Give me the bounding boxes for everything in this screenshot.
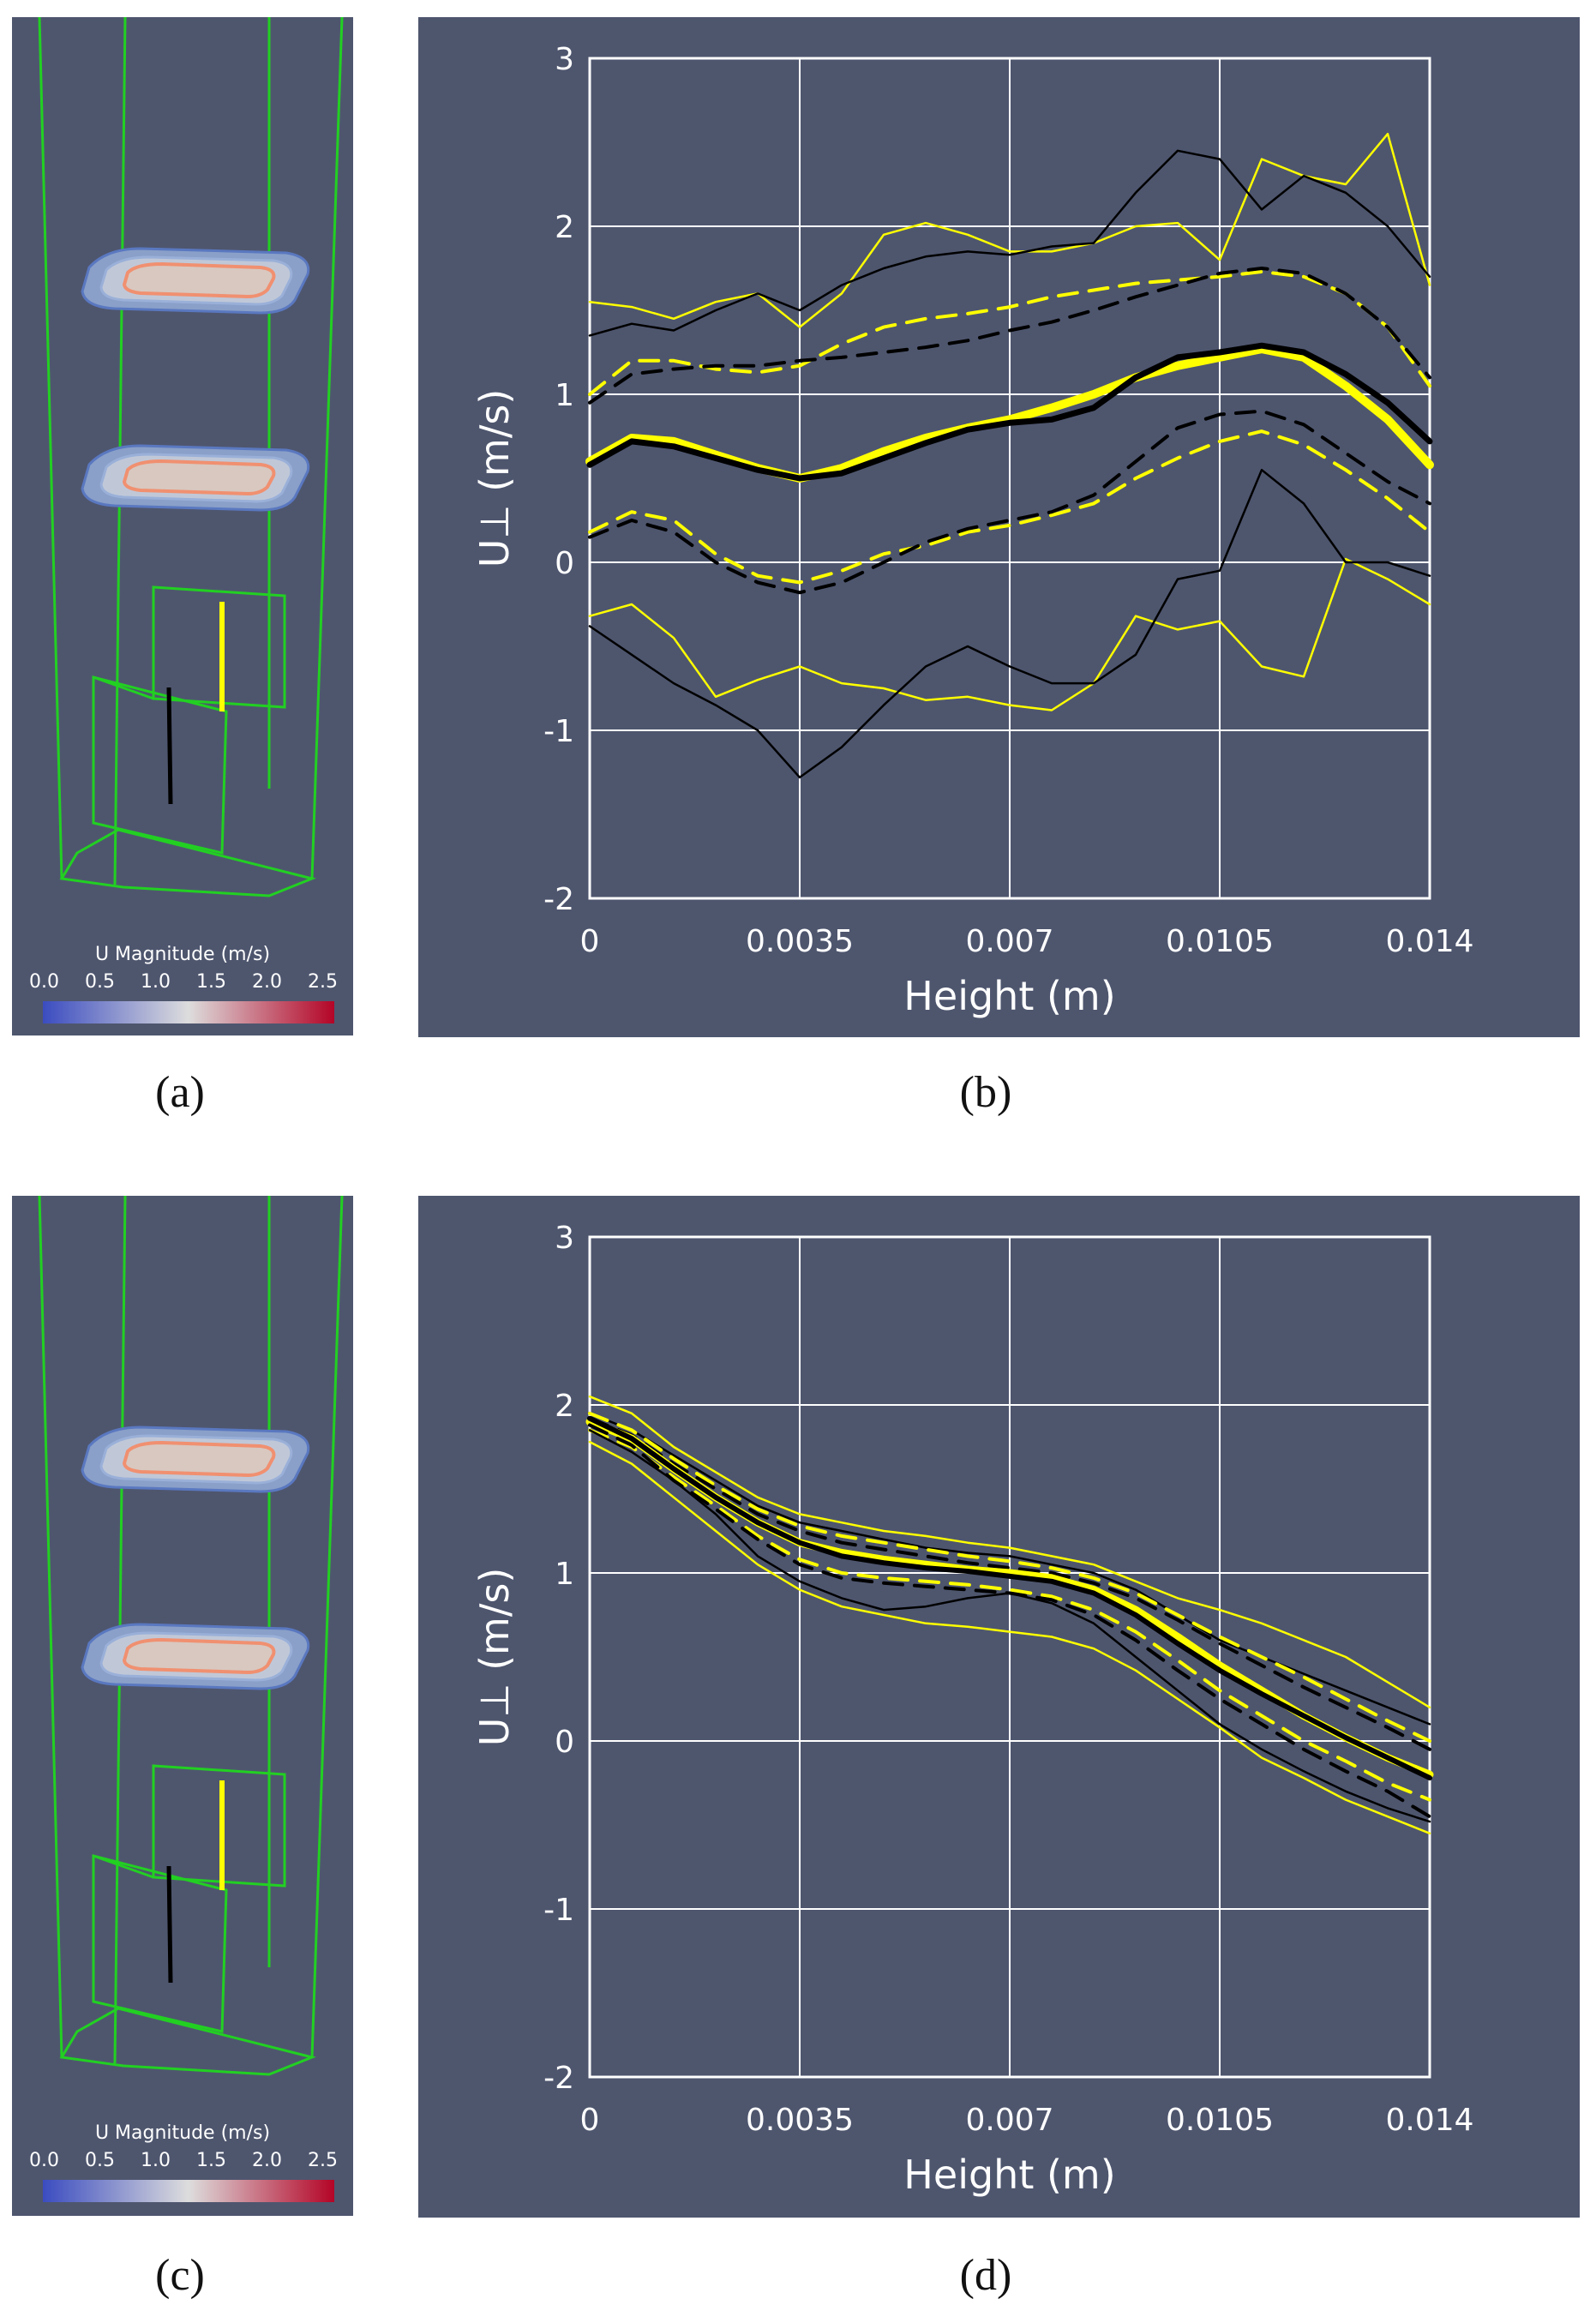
- chart-d: 0 0.0035 0.007 0.0105 0.014 3 2 1 0 -1 -2 Height (m…: [471, 1221, 1474, 2198]
- colorbar-tick: 2.0: [252, 2150, 282, 2171]
- series-line-yellow-max: [588, 1395, 1431, 1709]
- series-line-black-sd: [588, 1416, 1431, 1751]
- series-line-yellow-sd: [588, 1411, 1431, 1743]
- series-line-yellow-sd: [588, 269, 1431, 396]
- x-tick-label: 0.0035: [746, 924, 854, 959]
- caption-a: (a): [155, 1068, 205, 1117]
- contour-slice-upper: [81, 1426, 310, 1493]
- series-line-yellow-max: [588, 132, 1431, 328]
- y-tick-label: -1: [543, 1893, 574, 1928]
- x-tick-label: 0.014: [1385, 2103, 1473, 2138]
- y-tick-label: -2: [543, 882, 574, 917]
- x-tick-label: 0.0035: [746, 2103, 854, 2138]
- y-tick-label: 0: [555, 546, 574, 581]
- panel-a-3d-view: U Magnitude (m/s) 0.0 0.5 1.0 1.5 2.0 2.…: [12, 17, 353, 1035]
- colorbar-tick: 1.0: [141, 971, 171, 993]
- series-line-yellow-sd: [588, 1428, 1431, 1802]
- x-tick-label: 0.0105: [1166, 2103, 1274, 2138]
- series-line-black-sd: [588, 409, 1431, 595]
- contour-slice-upper: [81, 247, 310, 315]
- series-line-yellow-min: [588, 1440, 1431, 1835]
- series-line-black-min: [588, 468, 1431, 779]
- x-tick-label: 0.007: [965, 924, 1053, 959]
- series-line-yellow-min: [588, 557, 1431, 711]
- caption-b: (b): [959, 1068, 1012, 1117]
- x-tick-label: 0.014: [1385, 924, 1473, 959]
- x-tick-label: 0.007: [965, 2103, 1053, 2138]
- series-line-black-mean: [587, 1415, 1432, 1781]
- y-tick-label: 1: [555, 378, 574, 413]
- y-tick-label: -2: [543, 2061, 574, 2096]
- y-tick-label: 2: [555, 1389, 574, 1424]
- colorbar-ticks: 0.0 0.5 1.0 1.5 2.0 2.5: [29, 2150, 338, 2171]
- colorbar-title: U Magnitude (m/s): [95, 944, 270, 965]
- y-tick-label: 1: [555, 1557, 574, 1592]
- colorbar-tick: 1.0: [141, 2150, 171, 2171]
- y-tick-label: 2: [555, 210, 574, 245]
- contour-slice-lower: [81, 1623, 310, 1690]
- y-tick-label: -1: [543, 714, 574, 749]
- y-tick-label: 3: [555, 42, 574, 77]
- colorbar-tick: 0.0: [29, 2150, 59, 2171]
- contour-slice-lower: [81, 444, 310, 512]
- series-line-black-max: [588, 149, 1431, 337]
- colorbar-tick: 1.5: [196, 2150, 226, 2171]
- y-axis-label: U⊥ (m/s): [471, 389, 518, 568]
- series-line-black-mean: [586, 342, 1433, 482]
- view-a-svg: U Magnitude (m/s) 0.0 0.5 1.0 1.5 2.0 2.…: [29, 17, 344, 1023]
- colorbar-tick: 0.0: [29, 971, 59, 993]
- series-line-black-sd: [588, 267, 1431, 405]
- x-tick-label: 0: [580, 2103, 600, 2138]
- probe-line-black: [166, 687, 173, 805]
- domain-wireframe: [38, 17, 344, 897]
- series-line-black-min: [588, 1429, 1431, 1823]
- series-line-black-max: [588, 1412, 1431, 1726]
- panel-d-plot: 0 0.0035 0.007 0.0105 0.014 3 2 1 0 -1 -2 Height (m…: [418, 1196, 1580, 2218]
- y-axis-label: U⊥ (m/s): [471, 1568, 518, 1747]
- x-axis-label: Height (m): [903, 2152, 1115, 2198]
- x-tick-label: 0: [580, 924, 600, 959]
- colorbar-ticks: 0.0 0.5 1.0 1.5 2.0 2.5: [29, 971, 338, 993]
- caption-c: (c): [155, 2251, 205, 2300]
- colorbar-tick: 0.5: [85, 971, 115, 993]
- probe-line-black: [166, 1865, 173, 1984]
- y-tick-label: 3: [555, 1221, 574, 1256]
- colorbar: [43, 1001, 334, 1023]
- colorbar-title: U Magnitude (m/s): [95, 2122, 270, 2144]
- panel-c-3d-view: U Magnitude (m/s) 0.0 0.5 1.0 1.5 2.0 2.…: [12, 1196, 353, 2216]
- colorbar-tick: 1.5: [196, 971, 226, 993]
- colorbar-tick: 2.0: [252, 971, 282, 993]
- y-tick-label: 0: [555, 1725, 574, 1760]
- caption-d: (d): [959, 2251, 1012, 2300]
- x-axis-label: Height (m): [903, 973, 1115, 1019]
- colorbar-tick: 2.5: [308, 2150, 338, 2171]
- series-line-yellow-sd: [588, 429, 1431, 585]
- chart-b: 0 0.0035 0.007 0.0105 0.014 3 2 1 0 -1 -2 Height (m…: [471, 42, 1474, 1019]
- x-tick-label: 0.0105: [1166, 924, 1274, 959]
- panel-b-plot: 0 0.0035 0.007 0.0105 0.014 3 2 1 0 -1 -2 Height (m…: [418, 17, 1580, 1037]
- colorbar-tick: 2.5: [308, 971, 338, 993]
- colorbar: [43, 2180, 334, 2202]
- colorbar-tick: 0.5: [85, 2150, 115, 2171]
- view-c-svg: U Magnitude (m/s) 0.0 0.5 1.0 1.5 2.0 2.…: [29, 1196, 344, 2202]
